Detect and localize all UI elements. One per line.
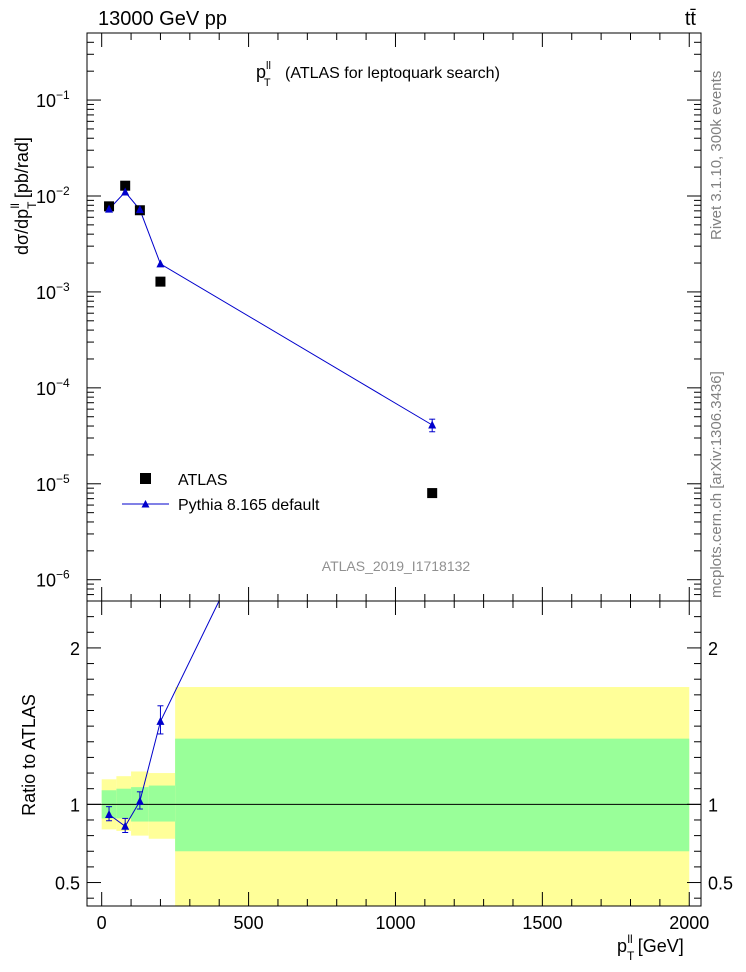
- pythia-point: [105, 204, 114, 213]
- main-y-tick-label: 10−4: [36, 376, 70, 399]
- legend-pythia-label: Pythia 8.165 default: [178, 497, 320, 514]
- legend-pythia-marker: [141, 500, 150, 508]
- legend-atlas-marker: [140, 473, 151, 484]
- pythia-line: [108, 191, 433, 426]
- x-tick-label: 2000: [669, 913, 709, 933]
- x-tick-label: 1500: [522, 913, 562, 933]
- ratio-y-tick-label-right: 0.5: [708, 874, 733, 894]
- ratio-band-inner: [116, 788, 132, 819]
- main-y-tick-label: 10−5: [36, 472, 70, 495]
- ratio-point: [121, 821, 130, 830]
- ratio-point: [156, 716, 165, 725]
- main-marks: [104, 180, 438, 499]
- atlas-point: [427, 488, 438, 499]
- main-y-tick-label: 10−1: [36, 88, 70, 111]
- legend: ATLAS Pythia 8.165 default: [122, 472, 320, 514]
- ratio-point: [105, 810, 114, 818]
- pythia-point: [121, 187, 130, 196]
- ratio-panel: 0.5 0.5 1 1 2 2 0 500 1000 1500 2000 Ratio to ATL…: [19, 33, 733, 963]
- ratio-point: [135, 796, 144, 805]
- main-frame: [86, 32, 702, 602]
- mcplots-label: mcplots.cern.ch [arXiv:1306.3436]: [708, 371, 725, 598]
- ratio-frame: [86, 600, 702, 907]
- main-y-tick-label: 10−2: [36, 184, 70, 207]
- main-y-tick-label: 10−3: [36, 280, 70, 303]
- pythia-point: [156, 259, 165, 268]
- ratio-bands: [101, 687, 690, 906]
- analysis-id: ATLAS_2019_I1718132: [322, 558, 471, 574]
- ratio-y-tick-label: 0.5: [55, 874, 80, 894]
- ratio-band-inner: [175, 738, 690, 852]
- process-label: tt̄: [685, 8, 697, 30]
- ratio-y-tick-label-right: 2: [708, 639, 718, 659]
- collision-energy-label: 13000 GeV pp: [98, 8, 227, 30]
- x-axis-label: pTll [GeV]: [617, 932, 684, 963]
- x-tick-label: 1000: [375, 913, 415, 933]
- ratio-y-tick-label: 2: [70, 639, 80, 659]
- atlas-point: [155, 276, 166, 287]
- main-panel: pll T (ATLAS for leptoquark search) ATLAS…: [8, 32, 702, 602]
- main-y-axis: 10−6 10−5 10−4 10−3 10−2 10−1: [36, 32, 701, 602]
- ratio-marks: [105, 600, 220, 833]
- chart-title: (ATLAS for leptoquark search): [285, 65, 500, 82]
- ratio-y-tick-label: 1: [70, 795, 80, 815]
- main-y-axis-label: dσ/dpTll [pb/rad]: [8, 137, 39, 255]
- ratio-y-axis: 0.5 0.5 1 1 2 2: [55, 616, 733, 899]
- atlas-point: [120, 180, 131, 191]
- x-axis: 0 500 1000 1500 2000: [97, 33, 709, 933]
- main-y-tick-label: 10−6: [36, 568, 70, 591]
- ratio-y-axis-label: Ratio to ATLAS: [19, 694, 39, 816]
- pythia-point: [135, 205, 144, 214]
- pythia-point: [428, 420, 437, 429]
- rivet-version-label: Rivet 3.1.10, 300k events: [708, 71, 725, 240]
- chart-title-symbol: pll T: [256, 60, 271, 89]
- x-tick-label: 500: [234, 913, 264, 933]
- x-tick-label: 0: [97, 913, 107, 933]
- legend-atlas-label: ATLAS: [178, 472, 228, 489]
- ratio-y-tick-label-right: 1: [708, 795, 718, 815]
- ratio-band-inner: [148, 785, 176, 822]
